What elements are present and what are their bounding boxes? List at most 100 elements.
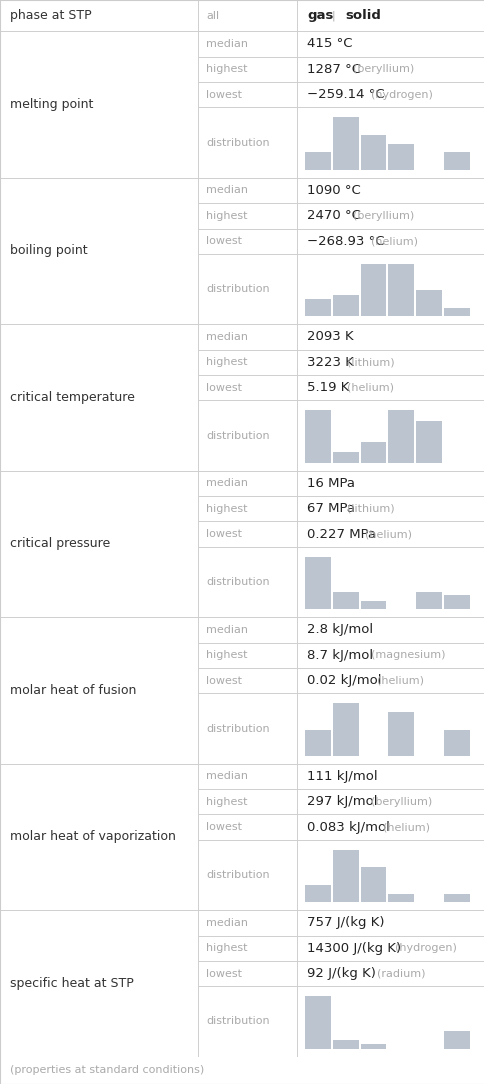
Text: 92 J/(kg K): 92 J/(kg K) <box>306 967 375 980</box>
Text: phase at STP: phase at STP <box>10 9 91 22</box>
Text: solid: solid <box>344 9 380 22</box>
Text: distribution: distribution <box>206 577 269 588</box>
Text: lowest: lowest <box>206 236 242 246</box>
Text: critical temperature: critical temperature <box>10 391 135 404</box>
Text: all: all <box>206 11 219 21</box>
Bar <box>332 592 358 609</box>
Bar <box>0 1057 484 1084</box>
Text: highest: highest <box>206 358 247 367</box>
Bar <box>197 229 296 254</box>
Text: (hydrogen): (hydrogen) <box>394 943 456 953</box>
Text: highest: highest <box>206 650 247 660</box>
Bar <box>415 421 441 463</box>
Text: (properties at standard conditions): (properties at standard conditions) <box>10 1066 204 1075</box>
Bar <box>443 595 469 609</box>
Bar <box>197 668 296 694</box>
Bar <box>197 107 296 178</box>
Bar <box>332 295 358 317</box>
Bar <box>296 178 484 203</box>
Bar <box>296 470 484 496</box>
Bar <box>197 178 296 203</box>
Text: lowest: lowest <box>206 90 242 100</box>
Bar <box>197 400 296 470</box>
Text: highest: highest <box>206 64 247 75</box>
Bar <box>388 893 413 902</box>
Bar <box>296 935 484 960</box>
Bar <box>197 56 296 82</box>
Text: median: median <box>206 39 247 49</box>
Text: 1287 °C: 1287 °C <box>306 63 360 76</box>
Bar <box>197 521 296 547</box>
Text: lowest: lowest <box>206 529 242 539</box>
Bar <box>197 375 296 400</box>
Text: 16 MPa: 16 MPa <box>306 477 354 490</box>
Bar <box>197 203 296 229</box>
Bar <box>296 789 484 814</box>
Text: lowest: lowest <box>206 969 242 979</box>
Text: (helium): (helium) <box>376 675 423 686</box>
Bar <box>332 452 358 463</box>
Bar <box>296 0 484 31</box>
Text: (lithium): (lithium) <box>346 358 394 367</box>
Bar <box>388 143 413 170</box>
Bar <box>360 867 386 902</box>
Text: boiling point: boiling point <box>10 245 88 258</box>
Text: (hydrogen): (hydrogen) <box>370 90 432 100</box>
Bar <box>0 31 197 178</box>
Bar <box>296 56 484 82</box>
Bar <box>197 911 296 935</box>
Bar <box>304 299 330 317</box>
Bar <box>0 324 197 470</box>
Text: (helium): (helium) <box>382 822 429 833</box>
Bar <box>360 601 386 609</box>
Bar <box>197 935 296 960</box>
Text: highest: highest <box>206 210 247 221</box>
Bar <box>304 996 330 1049</box>
Text: distribution: distribution <box>206 284 269 294</box>
Bar <box>296 694 484 764</box>
Text: 0.227 MPa: 0.227 MPa <box>306 528 376 541</box>
Text: 415 °C: 415 °C <box>306 38 352 51</box>
Text: 0.083 kJ/mol: 0.083 kJ/mol <box>306 821 389 834</box>
Bar <box>360 263 386 317</box>
Bar <box>197 764 296 789</box>
Bar <box>360 1044 386 1049</box>
Text: 757 J/(kg K): 757 J/(kg K) <box>306 916 384 929</box>
Bar <box>197 814 296 840</box>
Text: (helium): (helium) <box>364 529 411 539</box>
Bar <box>296 107 484 178</box>
Bar <box>197 643 296 668</box>
Bar <box>197 960 296 986</box>
Text: gas: gas <box>306 9 333 22</box>
Text: molar heat of fusion: molar heat of fusion <box>10 684 136 697</box>
Bar <box>443 893 469 902</box>
Bar <box>197 789 296 814</box>
Text: (helium): (helium) <box>346 383 393 392</box>
Text: 67 MPa: 67 MPa <box>306 502 354 515</box>
Bar <box>296 496 484 521</box>
Bar <box>332 704 358 756</box>
Bar <box>296 547 484 617</box>
Bar <box>0 178 197 324</box>
Text: median: median <box>206 918 247 928</box>
Bar <box>296 764 484 789</box>
Bar <box>197 617 296 643</box>
Text: −259.14 °C: −259.14 °C <box>306 88 384 101</box>
Bar <box>304 885 330 902</box>
Bar <box>197 0 296 31</box>
Bar <box>443 308 469 317</box>
Bar <box>296 911 484 935</box>
Text: 2093 K: 2093 K <box>306 331 353 344</box>
Text: lowest: lowest <box>206 383 242 392</box>
Bar <box>296 375 484 400</box>
Bar <box>0 617 197 764</box>
Text: (magnesium): (magnesium) <box>370 650 445 660</box>
Text: 2470 °C: 2470 °C <box>306 209 360 222</box>
Bar <box>388 410 413 463</box>
Text: distribution: distribution <box>206 138 269 147</box>
Text: highest: highest <box>206 943 247 953</box>
Bar <box>197 694 296 764</box>
Text: distribution: distribution <box>206 1017 269 1027</box>
Bar <box>296 814 484 840</box>
Bar <box>0 0 197 31</box>
